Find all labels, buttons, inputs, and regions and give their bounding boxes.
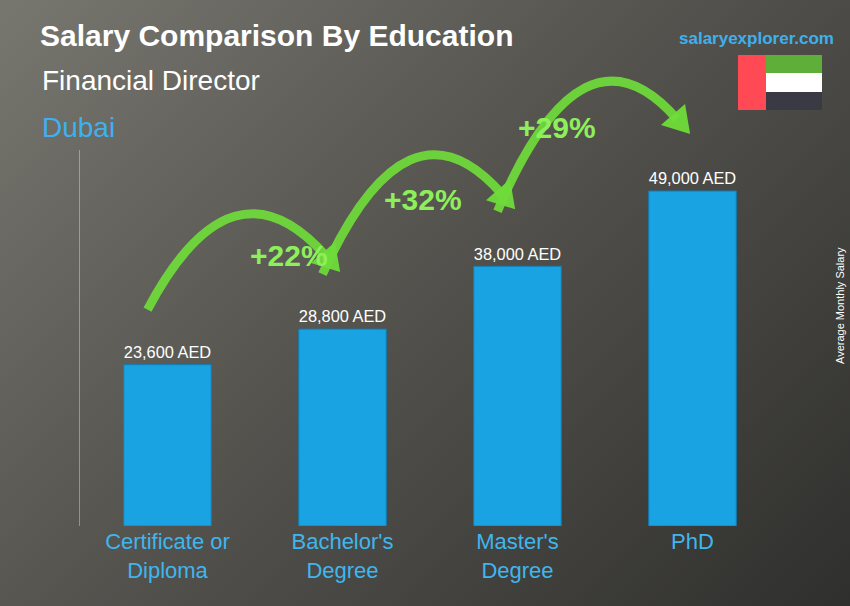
svg-text:Bachelor'sDegree: Bachelor'sDegree — [291, 529, 393, 583]
svg-text:+22%: +22% — [250, 239, 328, 272]
svg-text:+29%: +29% — [518, 111, 596, 144]
svg-text:Financial Director: Financial Director — [42, 65, 260, 96]
svg-text:+32%: +32% — [384, 183, 462, 216]
svg-text:Master'sDegree: Master'sDegree — [476, 529, 558, 583]
svg-text:49,000 AED: 49,000 AED — [649, 169, 737, 187]
svg-text:Salary Comparison By Education: Salary Comparison By Education — [40, 19, 513, 52]
svg-text:28,800 AED: 28,800 AED — [299, 307, 387, 325]
svg-text:PhD: PhD — [671, 529, 714, 554]
svg-text:salaryexplorer.com: salaryexplorer.com — [679, 29, 834, 48]
svg-text:23,600 AED: 23,600 AED — [124, 343, 212, 361]
svg-text:38,000 AED: 38,000 AED — [474, 245, 562, 263]
svg-text:Average Monthly Salary: Average Monthly Salary — [834, 247, 846, 364]
svg-text:Certificate orDiploma: Certificate orDiploma — [105, 529, 230, 583]
svg-text:Dubai: Dubai — [42, 112, 115, 143]
